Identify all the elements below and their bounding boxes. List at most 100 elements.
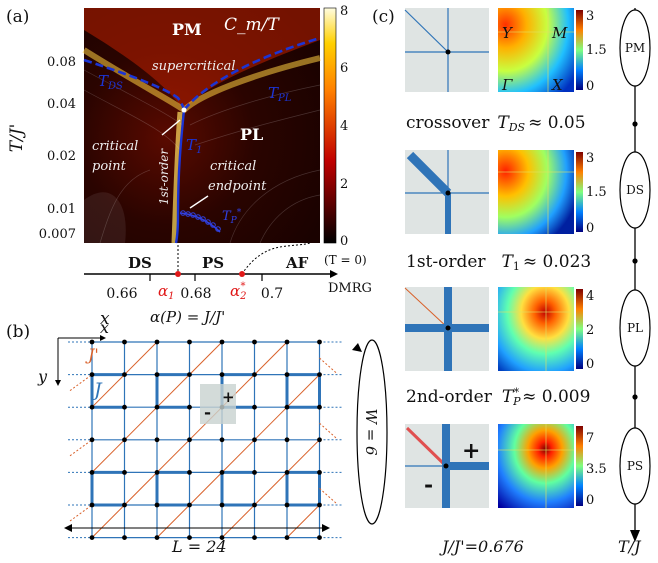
- label-tp: TP*: [222, 208, 242, 226]
- cbar-tick: 4: [340, 119, 348, 134]
- colorbar-c: [576, 426, 583, 506]
- lattice-site: [317, 339, 322, 345]
- ratio-label: J/J'=0.676: [439, 537, 524, 556]
- lattice-site: [154, 372, 160, 377]
- lattice-site: [122, 535, 127, 540]
- lattice-site: [122, 470, 127, 475]
- x-tick: 0.7: [261, 286, 283, 302]
- lattice-site: [89, 339, 95, 345]
- row-pl: 4 2 0: [404, 287, 594, 372]
- lattice-site: [252, 470, 257, 475]
- bz-label-x: X: [551, 76, 564, 94]
- structure-factor-map: [498, 8, 574, 92]
- alpha1-marker: [175, 271, 181, 277]
- phase-node-label: PL: [627, 321, 643, 335]
- lattice: [68, 339, 344, 540]
- colorbar-c: [576, 152, 583, 232]
- j-prime-bond: [254, 472, 288, 506]
- phase-axis-label: T/J: [618, 537, 642, 556]
- lattice-site: [122, 437, 127, 443]
- tp-markers: [180, 210, 221, 232]
- bz-label-m: M: [551, 24, 568, 42]
- j-prime-bond: [254, 341, 288, 375]
- sketch-minus: -: [424, 472, 433, 498]
- lattice-site: [284, 470, 290, 475]
- lattice-site: [154, 502, 160, 508]
- row-ps: + - 7 3.5 0: [405, 424, 607, 508]
- lattice-site: [89, 372, 95, 377]
- length-label: L = 24: [171, 537, 227, 556]
- cbar-c-tick: 3: [586, 9, 594, 24]
- lattice-site: [219, 437, 225, 443]
- lattice-site: [122, 502, 127, 508]
- tp-line: [179, 212, 221, 233]
- j-prime-bond: [91, 374, 125, 408]
- cbar-tick: 6: [340, 61, 348, 76]
- label-t1: T1: [186, 136, 202, 156]
- y-tick: 0.04: [47, 97, 76, 112]
- critical-endpoint-label-1: critical: [210, 159, 256, 174]
- j-prime-bond: [124, 472, 158, 506]
- j-prime-bond: [124, 341, 158, 375]
- j-prime-bond: [156, 374, 190, 408]
- critical-endpoint-arrow: [189, 195, 209, 209]
- x-tick: 0.68: [180, 286, 211, 302]
- cbar-c-tick: 3.5: [586, 462, 607, 477]
- transition-second-order: 2nd-order TP* ≈ 0.009: [406, 386, 590, 408]
- bz-label-y: Y: [502, 24, 514, 42]
- lattice-minus: -: [204, 403, 211, 423]
- periodic-y-loop: [356, 339, 388, 525]
- j-prime-bond: [156, 439, 190, 473]
- boundary-diagonal: [69, 374, 93, 392]
- lattice-site: [187, 535, 192, 540]
- critical-endpoint-label-2: endpoint: [208, 179, 267, 194]
- x-tick: 0.66: [106, 286, 137, 302]
- width-label: W = 6: [362, 408, 380, 456]
- alpha-definition: α(P) = J/J': [150, 308, 225, 326]
- heatmap-a: [82, 8, 321, 244]
- lattice-site: [122, 339, 127, 345]
- colorbar-a: [323, 7, 337, 244]
- lattice-site: [187, 437, 192, 443]
- structure-factor-map: [498, 287, 574, 371]
- phase-node-pm: [619, 9, 651, 87]
- phase-node-ds: [619, 151, 651, 229]
- phase-axis-arrow: [630, 530, 640, 542]
- row-ds: 3 1.5 0: [405, 150, 607, 236]
- panel-a: (a) P: [6, 4, 372, 329]
- heatmap-upper-glow: [84, 8, 320, 110]
- alpha2-label: α2*: [230, 281, 247, 302]
- lattice-site: [317, 535, 322, 540]
- phase-node-label: PS: [627, 459, 643, 473]
- colorbar-c: [576, 10, 583, 90]
- lattice-site: [317, 372, 322, 377]
- cbar-c-tick: 7: [586, 431, 594, 446]
- phase-node-ps: [619, 427, 651, 505]
- lattice-site: [317, 470, 322, 475]
- lattice-site: [89, 404, 95, 410]
- phase-node-label: DS: [626, 183, 644, 197]
- y-tick: 0.08: [47, 55, 76, 70]
- lattice-site: [187, 502, 192, 508]
- lattice-site: [122, 404, 127, 410]
- lattice-y-label: y: [37, 367, 48, 386]
- lattice-site: [284, 339, 290, 345]
- critical-point-label-1: critical: [92, 139, 138, 154]
- lattice-site: [284, 535, 290, 540]
- y-ticks: 0.08 0.04 0.02 0.01 0.007: [39, 55, 76, 242]
- cbar-c-tick: 3: [586, 151, 594, 166]
- y-tick: 0.02: [47, 149, 76, 164]
- j-prime-bond: [91, 439, 125, 473]
- lattice-site: [154, 470, 160, 475]
- phase-nodes: PM DS PL PS: [619, 9, 651, 505]
- lattice-site: [187, 372, 192, 377]
- t-zero-note: (T = 0): [324, 253, 367, 267]
- boundary-diagonal: [319, 357, 338, 375]
- lattice-site: [154, 339, 160, 345]
- lattice-site: [219, 372, 225, 377]
- panel-b: (b) x y + - J' J W = 6 L = 24: [6, 318, 388, 556]
- lattice-site: [284, 404, 290, 410]
- lattice-site: [284, 437, 290, 443]
- lattice-site: [89, 535, 95, 540]
